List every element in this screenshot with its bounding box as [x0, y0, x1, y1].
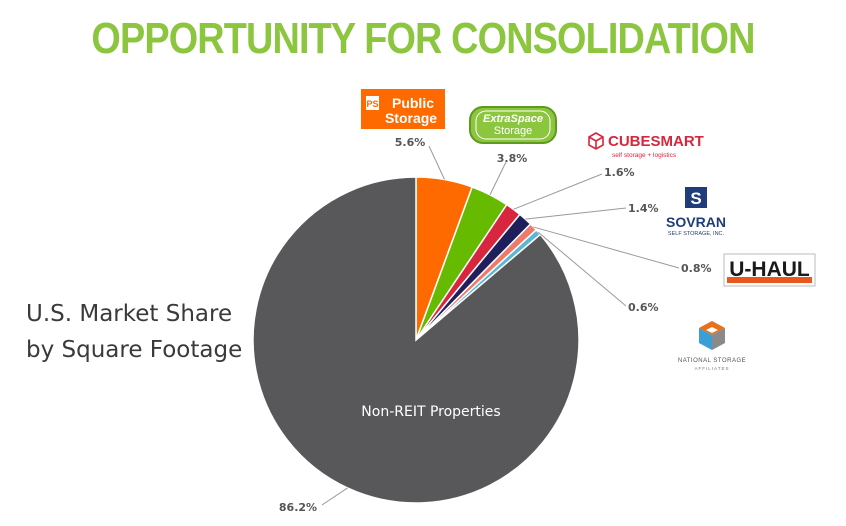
cube-icon — [588, 132, 604, 150]
subtitle-line-1: U.S. Market Share — [26, 301, 233, 327]
uhaul-name: U-HAUL — [729, 258, 810, 281]
leader-line-uhaul — [533, 226, 680, 269]
public-storage-badge: PS — [366, 99, 378, 109]
nsa-cube-icon — [699, 321, 725, 350]
percent-label-uhaul: 0.8% — [681, 262, 712, 275]
percent-label-public-storage: 5.6% — [395, 136, 426, 149]
public-storage-name-2: Storage — [385, 110, 437, 126]
extra-space-name-1: ExtraSpace — [483, 113, 543, 125]
leader-line-sovran — [525, 207, 627, 220]
cubesmart-tagline: self storage + logistics — [612, 152, 677, 159]
sovran-s-icon — [685, 187, 707, 208]
extra-space-logo: ExtraSpace Storage — [469, 106, 557, 144]
extra-space-name-2: Storage — [494, 125, 533, 137]
sovran-name: SOVRAN — [666, 214, 726, 230]
leader-line-extra-space — [489, 161, 507, 195]
cubesmart-name: CUBESMART — [608, 133, 704, 150]
nsa-name-2: AFFILIATES — [695, 366, 730, 371]
svg-text:S: S — [690, 189, 701, 208]
leader-lines — [321, 145, 680, 506]
subtitle-line-2: by Square Footage — [26, 337, 243, 363]
percent-label-cubesmart: 1.6% — [604, 166, 635, 179]
page-title: OPPORTUNITY FOR CONSOLIDATION — [91, 14, 755, 63]
percent-label-sovran: 1.4% — [628, 202, 659, 215]
pie-slices — [252, 176, 580, 504]
chart-subtitle: U.S. Market Share by Square Footage — [26, 296, 242, 368]
leader-line-public-storage — [428, 145, 445, 180]
leader-line-non-reit — [321, 487, 348, 506]
sovran-tagline: SELF STORAGE, INC. — [668, 231, 725, 237]
leader-line-cubesmart — [513, 173, 603, 210]
nsa-name-1: NATIONAL STORAGE — [678, 358, 746, 364]
cubesmart-logo: CUBESMART self storage + logistics — [588, 132, 704, 159]
nsa-logo: NATIONAL STORAGE AFFILIATES — [678, 321, 746, 371]
percent-label-non-reit: 86.2% — [279, 501, 317, 514]
public-storage-name-1: Public — [392, 95, 434, 111]
public-storage-logo: PS Public Storage — [361, 89, 445, 129]
percent-label-extra-space: 3.8% — [497, 152, 528, 165]
uhaul-logo: U-HAUL — [723, 253, 816, 287]
leader-line-nsa — [537, 231, 627, 307]
percent-labels: 5.6% 3.8% 1.6% 1.4% 0.8% 0.6% 86.2% — [279, 136, 712, 514]
percent-label-nsa: 0.6% — [628, 301, 659, 314]
sovran-logo: S SOVRAN SELF STORAGE, INC. — [666, 187, 726, 237]
non-reit-inner-label: Non-REIT Properties — [361, 404, 500, 420]
pie-slice-non-reit — [252, 176, 580, 504]
